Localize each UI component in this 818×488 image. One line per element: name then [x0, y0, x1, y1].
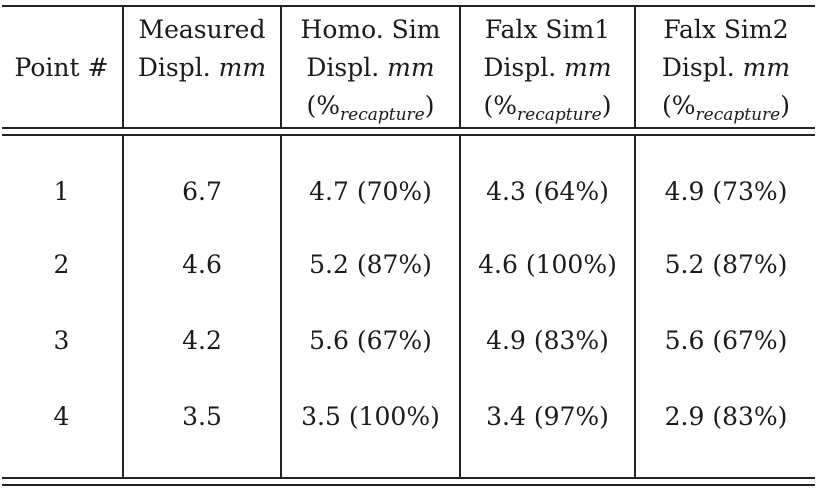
cell-falx-sim2: 5.6 (67%)	[664, 326, 788, 355]
cell-homo-sim: 5.6 (67%)	[309, 326, 432, 355]
bottom-rule-upper	[2, 477, 815, 479]
header-falx-sim2-line2: Displ. mm	[661, 53, 791, 82]
cell-falx-sim2: 5.2 (87%)	[664, 250, 788, 279]
cell-falx-sim1: 4.3 (64%)	[486, 177, 609, 206]
cell-point: 4	[53, 402, 70, 431]
header-falx-sim2-line1: Falx Sim2	[663, 15, 789, 44]
cell-measured: 3.5	[182, 402, 222, 431]
header-falx-sim1-recapture: (%recapture)	[483, 91, 612, 125]
header-rule-lower	[2, 134, 815, 136]
cell-measured: 4.6	[182, 250, 222, 279]
cell-homo-sim: 5.2 (87%)	[309, 250, 432, 279]
header-homo-sim-line2: Displ. mm	[306, 53, 435, 82]
cell-falx-sim2: 2.9 (83%)	[664, 402, 788, 431]
cell-falx-sim1: 3.4 (97%)	[486, 402, 609, 431]
header-measured-line2: Displ. mm	[137, 53, 267, 82]
col-divider-3-body	[459, 135, 461, 478]
header-rule-upper	[2, 127, 815, 129]
col-divider-4-header	[634, 6, 636, 128]
col-divider-1-body	[122, 135, 124, 478]
cell-falx-sim1: 4.9 (83%)	[486, 326, 609, 355]
col-divider-2-header	[280, 6, 282, 128]
cell-measured: 6.7	[182, 177, 222, 206]
header-measured-line1: Measured	[138, 15, 266, 44]
col-divider-4-body	[634, 135, 636, 478]
cell-homo-sim: 4.7 (70%)	[309, 177, 432, 206]
cell-falx-sim1: 4.6 (100%)	[478, 250, 617, 279]
col-divider-2-body	[280, 135, 282, 478]
header-falx-sim1-line2: Displ. mm	[483, 53, 612, 82]
header-point-number: Point #	[14, 53, 109, 82]
header-homo-sim-recapture: (%recapture)	[306, 91, 435, 125]
top-rule	[2, 5, 815, 7]
cell-homo-sim: 3.5 (100%)	[301, 402, 440, 431]
bottom-rule-lower	[2, 484, 815, 486]
cell-falx-sim2: 4.9 (73%)	[664, 177, 788, 206]
cell-point: 1	[53, 177, 70, 206]
cell-point: 3	[53, 326, 70, 355]
col-divider-1-header	[122, 6, 124, 128]
header-falx-sim1-line1: Falx Sim1	[484, 15, 611, 44]
header-falx-sim2-recapture: (%recapture)	[662, 91, 790, 125]
header-homo-sim-line1: Homo. Sim	[300, 15, 441, 44]
cell-point: 2	[53, 250, 70, 279]
col-divider-3-header	[459, 6, 461, 128]
cell-measured: 4.2	[182, 326, 222, 355]
